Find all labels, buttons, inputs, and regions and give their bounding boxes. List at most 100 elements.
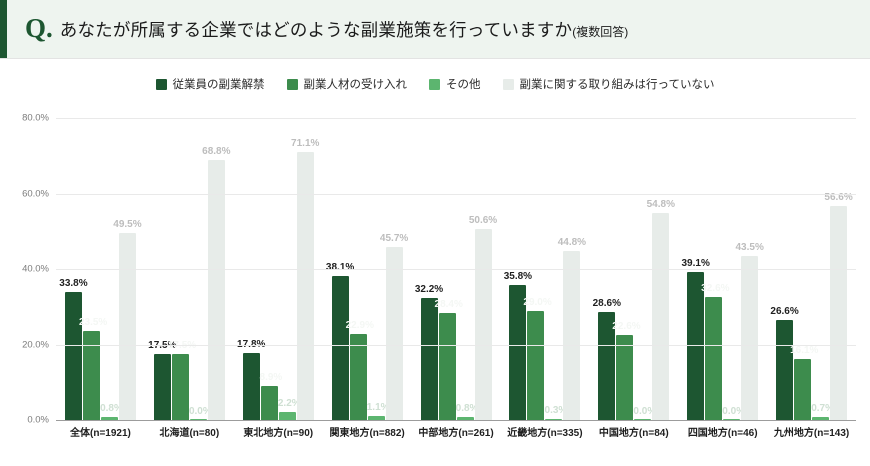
legend-swatch-icon <box>502 78 514 90</box>
bar-slot: 16.1% <box>790 118 818 420</box>
bar[interactable] <box>598 312 616 420</box>
gridline: 40.0% <box>22 264 856 275</box>
bar-slot: 39.1% <box>681 118 710 420</box>
bar-value-label: 2.2% <box>277 397 301 409</box>
x-axis-category-label: 関東地方(n=882) <box>329 428 405 439</box>
bar-slot: 22.9% <box>346 118 374 420</box>
bar[interactable] <box>349 333 367 420</box>
bar-group: 17.8% 8.9% 2.2% 71.1% <box>234 118 323 420</box>
bar[interactable] <box>456 416 474 420</box>
bar[interactable] <box>723 419 741 420</box>
x-axis-category-label: 九州地方(n=143) <box>773 428 850 439</box>
bar[interactable] <box>830 206 848 420</box>
bar[interactable] <box>509 284 527 420</box>
bar[interactable] <box>207 160 225 420</box>
bar-slot: 45.7% <box>380 118 408 420</box>
legend-item-1[interactable]: 従業員の副業解禁 <box>155 76 265 92</box>
bar-slot: 71.1% <box>291 118 319 420</box>
bar[interactable] <box>64 292 82 420</box>
bar-slot: 0.0% <box>633 118 656 420</box>
bar-value-label: 32.2% <box>414 284 444 296</box>
bar-group: 28.6% 22.6% 0.0% 54.8% <box>589 118 678 420</box>
legend-label: その他 <box>446 79 481 91</box>
bar-slot: 56.6% <box>824 118 853 420</box>
x-axis-category-label: 近畿地方(n=335) <box>507 428 583 439</box>
bar-value-label: 0.7% <box>811 403 834 415</box>
chart-legend: 従業員の副業解禁 副業人材の受け入れ その他 副業に関する取り組みは行っていない <box>0 76 870 92</box>
legend-item-2[interactable]: 副業人材の受け入れ <box>286 76 407 92</box>
bar[interactable] <box>474 229 492 420</box>
bar[interactable] <box>687 272 705 420</box>
bar[interactable] <box>171 353 189 420</box>
legend-swatch-icon <box>286 78 298 90</box>
bar-slot: 33.8% <box>59 118 88 420</box>
y-axis-tick-label: 40.0% <box>22 263 49 275</box>
bar[interactable] <box>776 319 794 420</box>
bar[interactable] <box>82 331 100 420</box>
bar[interactable] <box>242 352 260 420</box>
bar-value-label: 54.8% <box>646 199 675 211</box>
bar[interactable] <box>278 411 296 420</box>
bar-value-label: 8.9% <box>259 372 283 384</box>
bar[interactable] <box>296 151 314 420</box>
legend-label: 従業員の副業解禁 <box>172 79 265 91</box>
bar-slot: 43.5% <box>735 118 764 420</box>
bar[interactable] <box>527 310 545 420</box>
bar-value-label: 0.0% <box>633 406 657 417</box>
bar-value-label: 28.4% <box>434 298 463 310</box>
bar[interactable] <box>367 415 385 420</box>
bar-value-label: 43.5% <box>735 241 764 253</box>
bar[interactable] <box>438 312 456 420</box>
bar-value-label: 1.1% <box>366 401 390 413</box>
gridline: 80.0% <box>22 113 856 124</box>
x-axis-line: 0.0% <box>27 415 856 426</box>
x-axis-category-label: 中国地方(n=84) <box>598 428 669 439</box>
bar[interactable] <box>545 418 563 420</box>
bar[interactable] <box>189 419 207 420</box>
bar[interactable] <box>420 298 438 420</box>
bar-value-label: 0.0% <box>188 406 212 417</box>
y-axis-tick-label: 80.0% <box>22 112 49 124</box>
bar[interactable] <box>652 213 670 420</box>
bar[interactable] <box>563 250 581 420</box>
bar-slot: 38.1% <box>326 118 354 420</box>
bar[interactable] <box>794 359 812 420</box>
bar-slot: 29.0% <box>523 118 552 420</box>
y-axis-tick-label: 60.0% <box>22 188 49 199</box>
bar-group: 39.1% 32.6% 0.0% 43.5% <box>678 118 767 420</box>
x-axis-category-label: 東北地方(n=90) <box>243 428 314 439</box>
bar-value-label: 33.8% <box>59 278 88 290</box>
bar[interactable] <box>616 334 634 420</box>
bar[interactable] <box>634 419 652 420</box>
bar-slot: 22.6% <box>612 118 641 420</box>
bar[interactable] <box>385 247 403 420</box>
bar-value-label: 45.7% <box>379 233 409 245</box>
bar[interactable] <box>812 417 830 420</box>
bar[interactable] <box>118 233 136 420</box>
bar[interactable] <box>705 296 723 420</box>
bar-value-label: 16.1% <box>790 345 819 357</box>
bar-slot: 54.8% <box>647 118 675 420</box>
legend-item-4[interactable]: 副業に関する取り組みは行っていない <box>502 76 714 92</box>
bar-slot: 44.8% <box>558 118 586 420</box>
bar[interactable] <box>153 353 171 420</box>
x-axis-labels: 全体(n=1921) 北海道(n=80) 東北地方(n=90) 関東地方(n=882)… <box>56 424 856 439</box>
bar-value-label: 39.1% <box>681 258 710 270</box>
x-axis-category-label: 中部地方(n=261) <box>418 428 494 439</box>
bar-slot: 49.5% <box>113 118 142 420</box>
bar-slot: 1.1% <box>367 118 390 420</box>
bar-value-label: 28.6% <box>592 298 621 310</box>
legend-item-3[interactable]: その他 <box>429 76 481 92</box>
x-axis-category-label: 北海道(n=80) <box>159 428 220 439</box>
question-text: あなたが所属する企業ではどのような副業施策を行っていますか <box>59 19 573 40</box>
bar[interactable] <box>331 276 349 420</box>
bar-slot: 28.6% <box>593 118 621 420</box>
bar[interactable] <box>100 416 118 420</box>
bar-value-label: 0.8% <box>455 402 479 414</box>
bar[interactable] <box>741 255 759 420</box>
question-note: (複数回答) <box>572 24 629 39</box>
bar[interactable] <box>260 386 278 420</box>
bar-slot: 0.8% <box>456 118 478 420</box>
bar-group: 35.8% 29.0% 0.3% 44.8% <box>500 118 589 420</box>
bar-value-label: 35.8% <box>503 270 533 282</box>
